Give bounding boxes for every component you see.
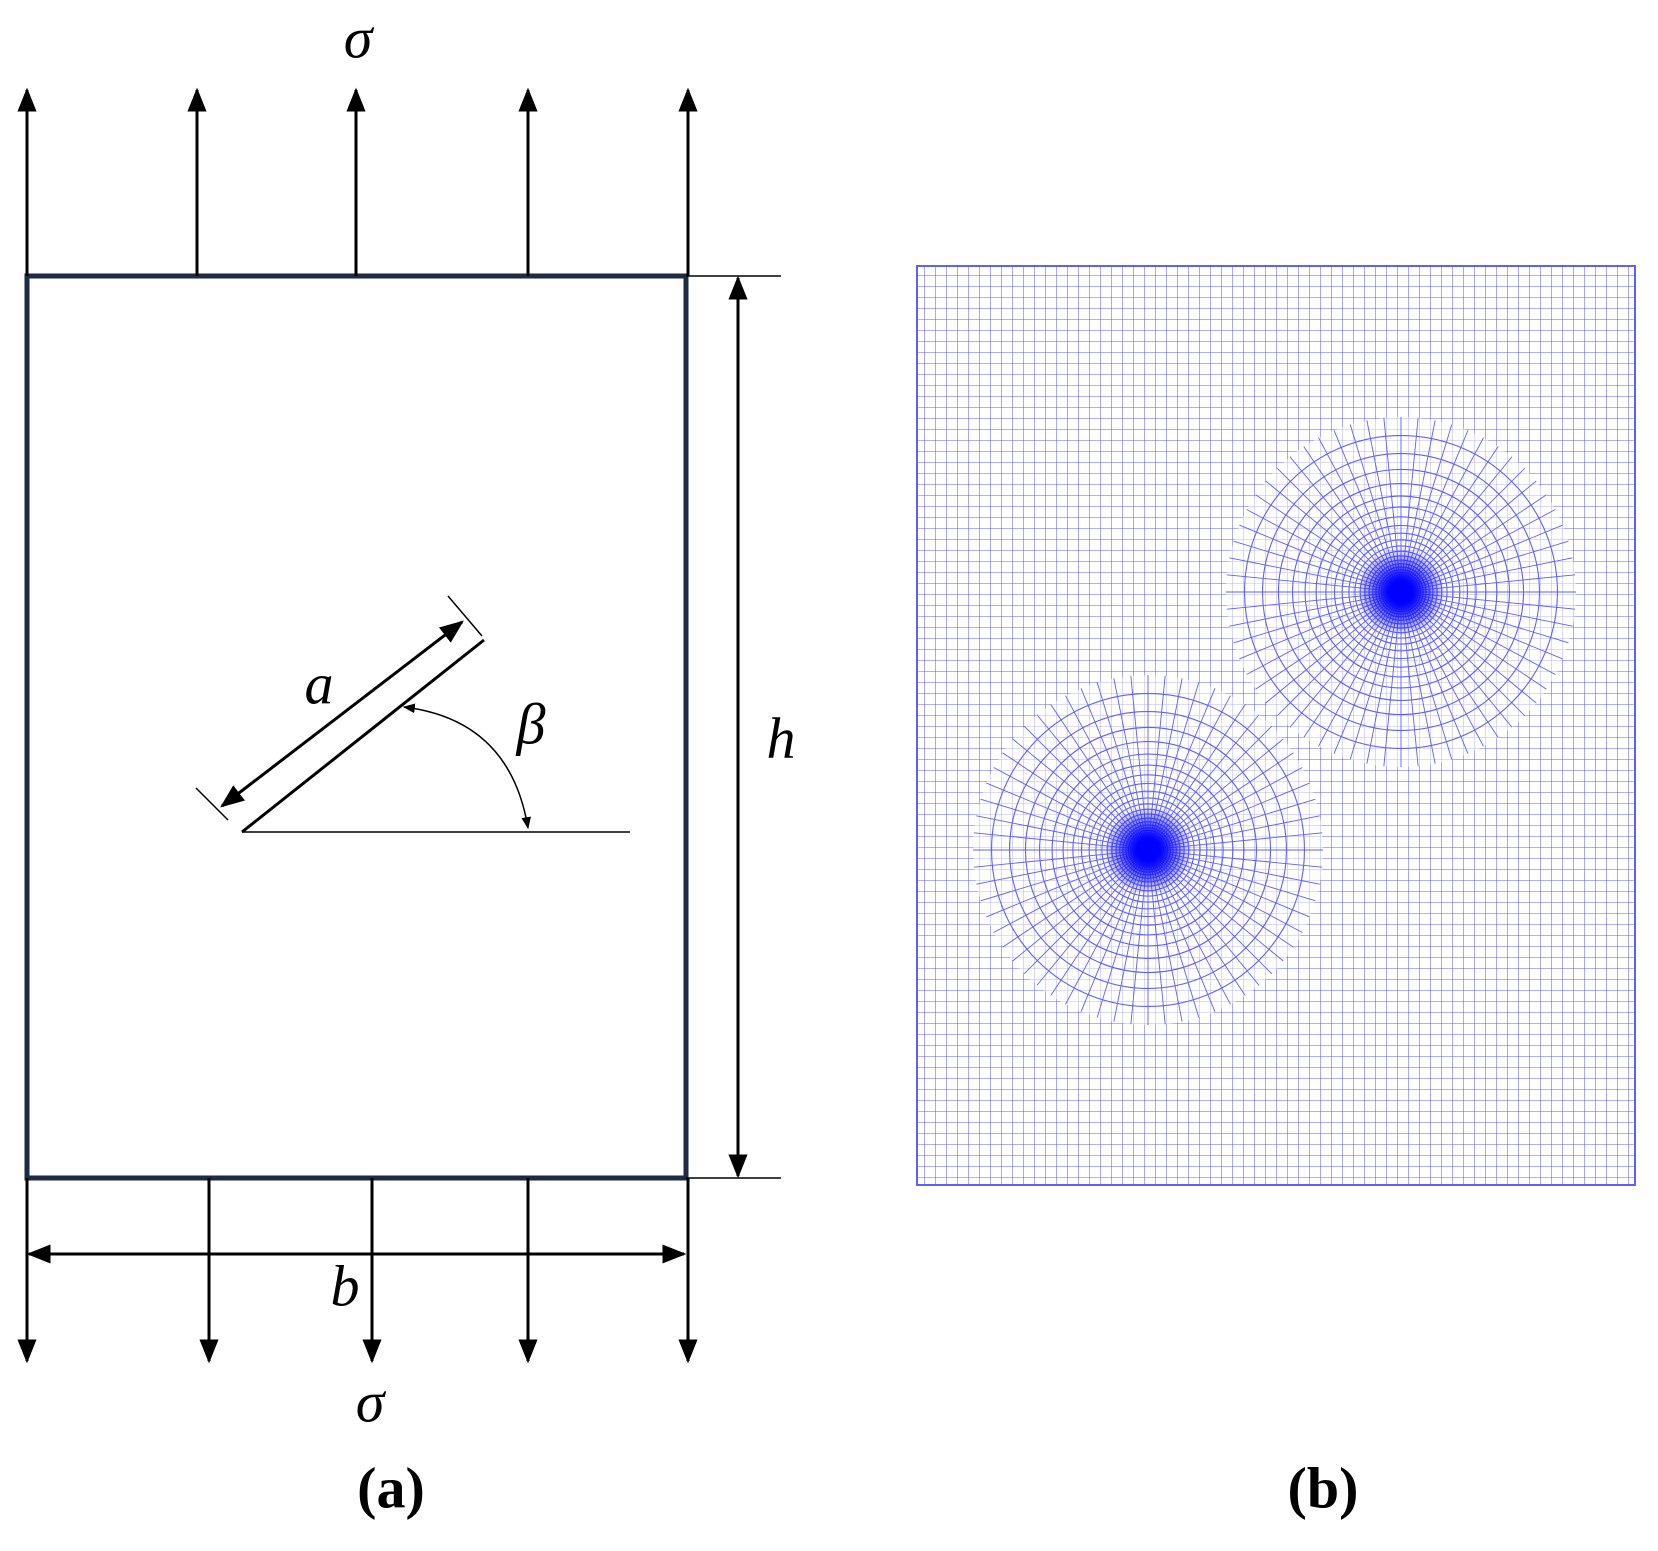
caption: (a) xyxy=(357,1455,425,1520)
top-load-arrows xyxy=(17,87,698,276)
height-label: h xyxy=(767,705,796,770)
mesh-line xyxy=(1356,547,1446,637)
load-label: σ xyxy=(344,5,375,70)
caption: (b) xyxy=(1288,1455,1359,1520)
crack-length-label: a xyxy=(305,651,334,716)
plate xyxy=(24,273,689,1181)
crack xyxy=(195,595,630,834)
mesh-line xyxy=(1103,805,1193,895)
width-label: b xyxy=(331,1253,360,1318)
panel-a: σ σ a β h b (a) xyxy=(17,5,796,1520)
height-dimension xyxy=(686,275,781,1179)
mesh-refinement xyxy=(973,417,1576,1025)
panel-b: (b) xyxy=(916,265,1636,1520)
mesh xyxy=(916,265,1636,1186)
load-label: σ xyxy=(356,1369,387,1434)
bottom-load-arrows xyxy=(17,1178,698,1364)
crack-angle-label: β xyxy=(516,691,546,756)
